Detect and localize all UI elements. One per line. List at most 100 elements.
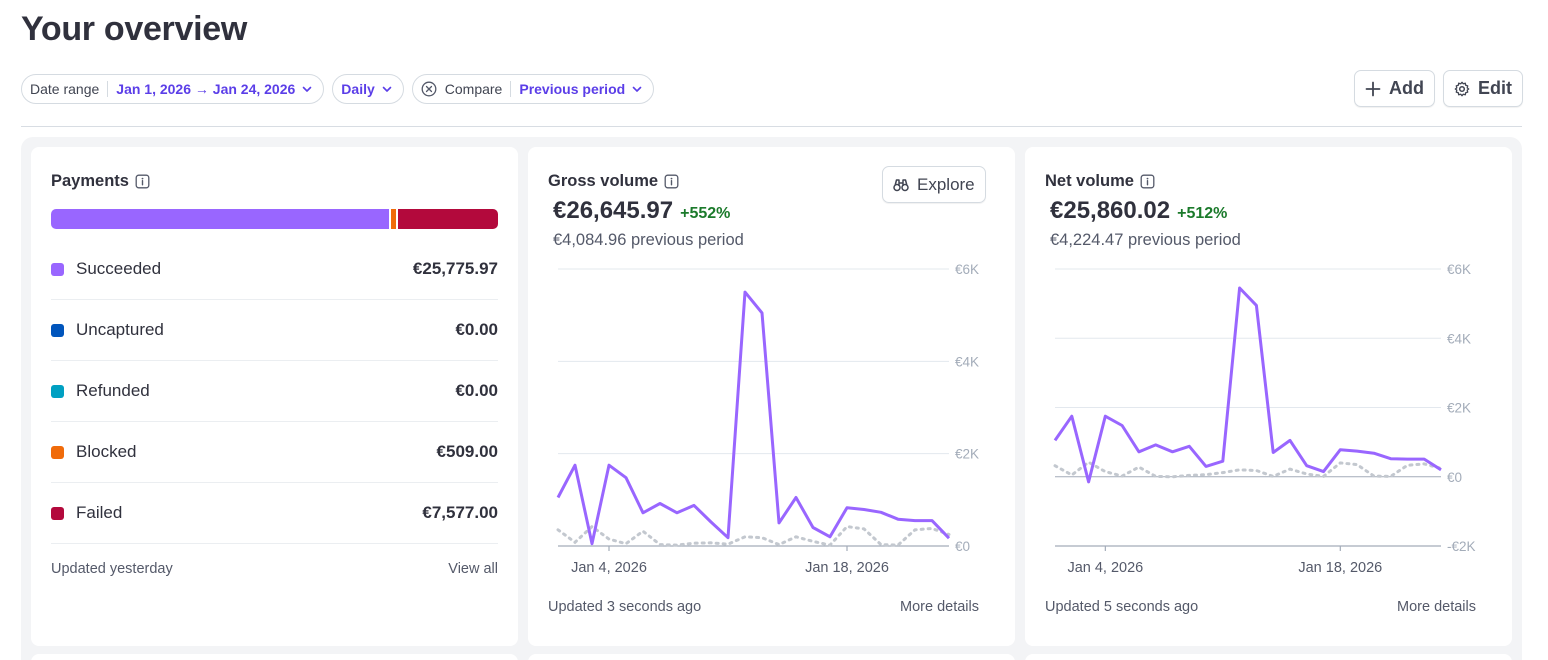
y-tick-label: €0 [955, 539, 970, 554]
breakdown-segment-failed [397, 209, 498, 229]
status-color-swatch [51, 262, 64, 276]
pill-separator [107, 81, 109, 97]
breakdown-segment-blocked [391, 209, 398, 229]
y-tick-label: €4K [955, 354, 979, 369]
status-row[interactable]: Refunded €0.00 [51, 361, 498, 422]
gross-volume-card: €0 €2K €4K €6K Jan 4, 2026 Jan 18, 2026 Gross… [528, 147, 1015, 646]
status-row[interactable]: Blocked €509.00 [51, 422, 498, 483]
status-color-swatch [51, 506, 64, 520]
compare-filter[interactable]: Compare Previous period [411, 74, 655, 104]
x-tick-label: Jan 18, 2026 [1298, 560, 1382, 576]
card-title: Net volume [1045, 172, 1155, 191]
y-tick-label: €6K [1447, 262, 1471, 277]
next-card-edge [31, 654, 518, 660]
date-range-value: Jan 1, 2026 → Jan 24, 2026 [116, 81, 296, 97]
metric-value: €25,860.02 [1050, 197, 1171, 224]
net-volume-chart[interactable]: -€2K €0 €2K €4K €6K Jan 4, 2026 Jan 18, 2026 [1025, 147, 1512, 646]
metric-value: €26,645.97 [553, 197, 674, 224]
payments-title: Payments [51, 172, 129, 190]
header-actions: Add Edit [1354, 70, 1523, 107]
metric-delta: +552% [680, 205, 731, 222]
add-button-label: Add [1389, 78, 1424, 98]
binoculars-icon [893, 178, 909, 192]
status-label: Succeeded [76, 259, 162, 278]
explore-button[interactable]: Explore [882, 166, 986, 203]
y-tick-label: €6K [955, 262, 979, 277]
y-tick-label: €2K [1447, 401, 1471, 416]
card-title: Gross volume [548, 172, 679, 191]
date-range-filter[interactable]: Date range Jan 1, 2026 → Jan 24, 2026 [21, 74, 325, 104]
previous-period-line [556, 524, 951, 547]
updated-text: Updated yesterday [51, 561, 173, 577]
status-amount: €7,577.00 [422, 503, 498, 522]
breakdown-segment-succeeded [51, 209, 392, 229]
gross-volume-chart[interactable]: €0 €2K €4K €6K Jan 4, 2026 Jan 18, 2026 [528, 147, 1015, 646]
current-period-line [556, 290, 951, 546]
interval-value: Daily [341, 81, 375, 97]
status-amount: €0.00 [455, 381, 498, 400]
status-amount: €0.00 [455, 320, 498, 339]
chevron-down-icon [631, 83, 643, 95]
card-footer: Updated 5 seconds ago More details [1045, 599, 1476, 615]
explore-button-label: Explore [917, 174, 975, 194]
metric-delta: +512% [1177, 205, 1228, 222]
more-details-link[interactable]: More details [1397, 599, 1476, 615]
status-color-swatch [51, 323, 64, 337]
updated-text: Updated 3 seconds ago [548, 599, 702, 615]
metric-summary: €26,645.97 +552% [553, 197, 730, 225]
card-footer: Updated yesterday View all [51, 561, 498, 577]
previous-period-value: €4,084.96 previous period [553, 231, 744, 249]
date-range-label: Date range [30, 81, 100, 97]
plus-icon [1365, 81, 1381, 97]
status-label: Failed [76, 503, 123, 522]
status-row[interactable]: Uncaptured €0.00 [51, 300, 498, 361]
compare-label: Compare [444, 81, 503, 97]
status-row[interactable]: Succeeded €25,775.97 [51, 239, 498, 300]
payments-card: Payments Succeeded €25,775.97 Uncaptured €0… [31, 147, 518, 646]
previous-period-line [1053, 460, 1443, 479]
edit-button[interactable]: Edit [1443, 70, 1523, 107]
status-label: Uncaptured [76, 320, 164, 339]
status-amount: €25,775.97 [412, 259, 498, 278]
gross-volume-title: Gross volume [548, 172, 659, 190]
updated-text: Updated 5 seconds ago [1045, 599, 1199, 615]
interval-filter[interactable]: Daily [332, 74, 404, 104]
net-volume-title: Net volume [1045, 172, 1134, 190]
pill-separator [510, 81, 512, 97]
status-row[interactable]: Failed €7,577.00 [51, 483, 498, 544]
status-color-swatch [51, 445, 64, 459]
chevron-down-icon [301, 83, 313, 95]
header-divider [21, 126, 1522, 127]
x-tick-label: Jan 4, 2026 [1067, 560, 1143, 576]
clear-compare-icon[interactable] [421, 81, 437, 97]
filter-bar: Date range Jan 1, 2026 → Jan 24, 2026 Da… [21, 74, 655, 104]
chevron-down-icon [381, 83, 393, 95]
status-label: Refunded [76, 381, 150, 400]
status-label: Blocked [76, 442, 137, 461]
view-all-link[interactable]: View all [448, 561, 498, 577]
add-button[interactable]: Add [1354, 70, 1435, 107]
payments-breakdown-bar [51, 209, 498, 229]
next-card-edge [1025, 654, 1512, 660]
status-amount: €509.00 [436, 442, 498, 461]
info-icon[interactable] [664, 174, 679, 189]
metric-summary: €25,860.02 +512% [1050, 197, 1227, 225]
next-card-edge [528, 654, 1015, 660]
net-volume-card: -€2K €0 €2K €4K €6K Jan 4, 2026 Jan 18, 2026 N… [1025, 147, 1512, 646]
y-tick-label: €4K [1447, 331, 1471, 346]
status-color-swatch [51, 384, 64, 398]
card-title: Payments [51, 172, 150, 191]
info-icon[interactable] [135, 174, 150, 189]
y-tick-label: -€2K [1447, 539, 1476, 554]
gear-icon [1454, 81, 1470, 97]
compare-value: Previous period [519, 81, 626, 97]
card-footer: Updated 3 seconds ago More details [548, 599, 979, 615]
y-tick-label: €0 [1447, 470, 1462, 485]
x-tick-label: Jan 18, 2026 [805, 560, 889, 576]
edit-button-label: Edit [1478, 78, 1512, 98]
info-icon[interactable] [1140, 174, 1155, 189]
more-details-link[interactable]: More details [900, 599, 979, 615]
previous-period-value: €4,224.47 previous period [1050, 231, 1241, 249]
current-period-line [1053, 286, 1442, 484]
x-tick-label: Jan 4, 2026 [571, 560, 647, 576]
